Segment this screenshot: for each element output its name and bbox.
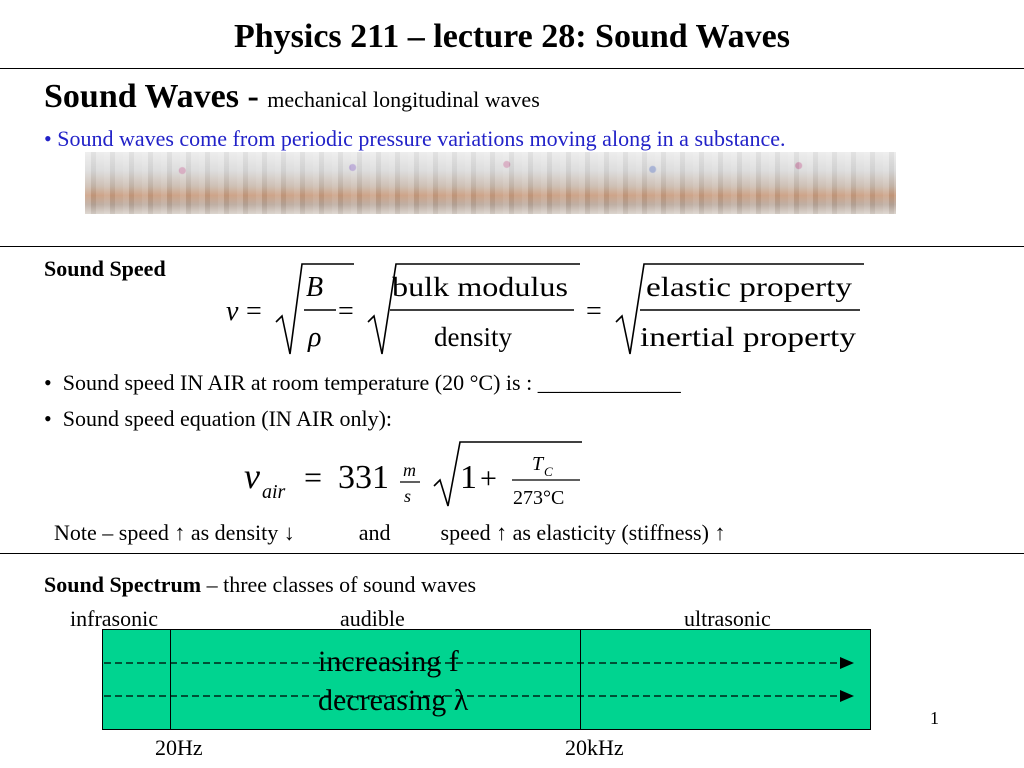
arrow-up-icon: ↑ [496, 520, 508, 545]
eq-bulk-modulus: bulk modulus [392, 272, 568, 302]
spectrum-heading-bold: Sound Spectrum [44, 572, 202, 597]
air-speed-equation: v air = 331 m s 1 + T C 273°C [244, 441, 582, 509]
sqrt-3 [615, 263, 864, 355]
note-prefix: Note – speed [54, 520, 175, 545]
section-heading-sound-speed: Sound Speed [44, 256, 166, 281]
divider-20hz [170, 630, 171, 729]
spectrum-heading-rest: – three classes of sound waves [201, 572, 477, 597]
tick-20khz: 20kHz [565, 735, 624, 760]
label-infrasonic: infrasonic [70, 606, 158, 631]
air-s: s [404, 486, 411, 506]
air-m: m [403, 460, 416, 480]
eq-equals-2: = [338, 296, 354, 327]
label-audible: audible [340, 606, 405, 631]
sound-speed-equation: v = B ρ = bulk modulus density = elastic… [226, 263, 864, 355]
eq-equals-3: = [586, 296, 602, 327]
air-plus: + [480, 462, 497, 495]
note-speed: speed [440, 520, 497, 545]
air-T: T [532, 453, 545, 475]
bullet-dot: • [44, 370, 52, 395]
page-number: 1 [930, 708, 939, 728]
tick-20hz: 20Hz [155, 735, 203, 760]
sqrt-1 [275, 263, 354, 355]
bullet-text: Sound speed IN AIR at room temperature (… [62, 370, 681, 395]
heading-text: Sound Waves - [44, 78, 268, 115]
air-v: v [244, 456, 260, 496]
air-273: 273°C [513, 487, 564, 509]
slide-title: Physics 211 – lecture 28: Sound Waves [233, 18, 791, 55]
eq-equals-1: = [246, 296, 262, 327]
bullet-text: Sound waves come from periodic pressure … [57, 126, 786, 151]
eq-B: B [306, 272, 323, 303]
air-equals: = [304, 459, 322, 495]
section-heading-sound-waves: Sound Waves - mechanical longitudinal wa… [44, 78, 540, 116]
note-and: and [358, 520, 391, 545]
arrow-increasing-f-head [840, 657, 854, 669]
air-one: 1 [460, 459, 477, 496]
heading-subtitle: mechanical longitudinal waves [267, 87, 540, 112]
divider-top [0, 68, 1024, 69]
longitudinal-wave-photo [85, 152, 896, 214]
eq-inertial-property: inertial property [640, 322, 857, 352]
divider-20khz [580, 630, 581, 729]
eq-rho: ρ [307, 322, 321, 353]
arrow-up-icon: ↑ [174, 520, 186, 545]
bullet-room-temp-speed: • Sound speed IN AIR at room temperature… [44, 370, 681, 396]
divider-spectrum [0, 553, 1024, 554]
arrow-decreasing-lambda-head [840, 690, 854, 702]
air-sqrt [433, 441, 582, 507]
arrow-down-icon: ↓ [283, 520, 295, 545]
note-speed-relations: Note – speed ↑ as density ↓ and speed ↑ as… [54, 520, 725, 546]
increasing-frequency-label: increasing f [318, 645, 459, 678]
note-elasticity: as elasticity (stiffness) [507, 520, 715, 545]
bullet-dot: • [44, 126, 52, 151]
section-heading-sound-spectrum: Sound Spectrum – three classes of sound … [44, 572, 476, 598]
arrow-up-icon: ↑ [714, 520, 726, 545]
decreasing-wavelength-label: decreasing λ [318, 684, 469, 717]
spectrum-arrows [104, 657, 854, 702]
bullet-text: Sound speed equation (IN AIR only): [62, 406, 393, 431]
sqrt-2 [367, 263, 580, 355]
divider-speed [0, 246, 1024, 247]
bullet-air-equation: • Sound speed equation (IN AIR only): [44, 406, 392, 432]
eq-density: density [434, 322, 512, 352]
bullet-dot: • [44, 406, 52, 431]
spectrum-bar [102, 629, 871, 730]
bullet-sound-origin: • Sound waves come from periodic pressur… [44, 126, 785, 152]
eq-v: v [226, 296, 239, 327]
eq-elastic-property: elastic property [646, 272, 853, 302]
air-331: 331 [338, 459, 389, 496]
label-ultrasonic: ultrasonic [684, 606, 771, 631]
note-density: as density [185, 520, 284, 545]
air-subscript: air [262, 481, 286, 503]
air-Tsub: C [544, 464, 553, 479]
